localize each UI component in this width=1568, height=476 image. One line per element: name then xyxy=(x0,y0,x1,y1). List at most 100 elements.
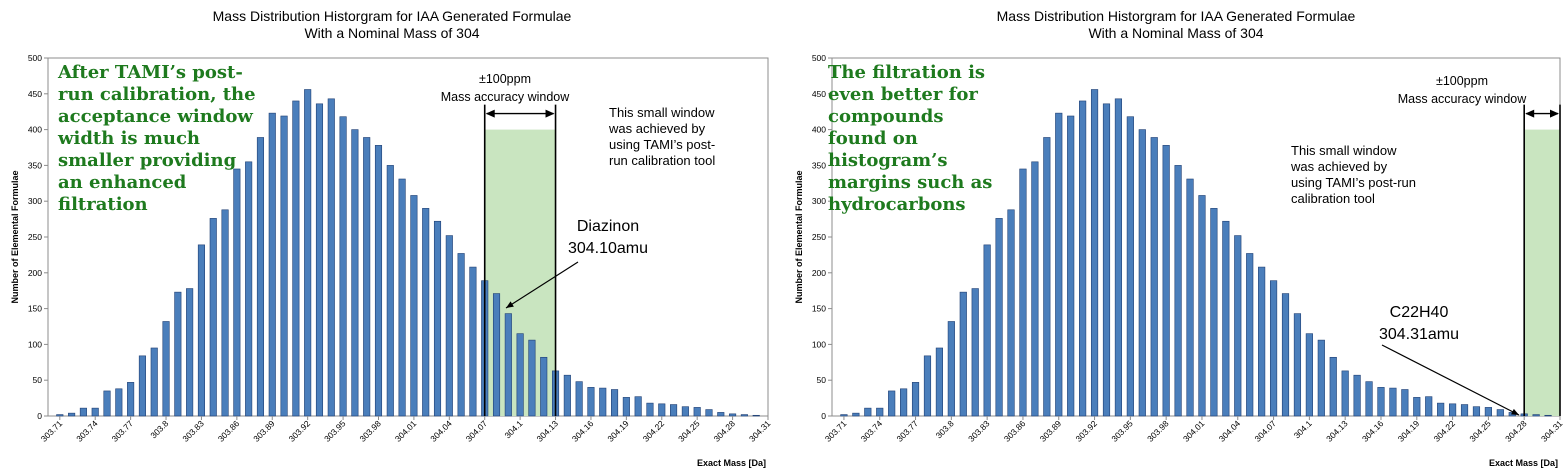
histogram-bar xyxy=(1496,409,1504,417)
histogram-bar xyxy=(1090,89,1099,417)
y-tick-label: 400 xyxy=(812,125,826,135)
window-title-label: Mass accuracy window xyxy=(440,90,570,104)
small-note-line: This small window xyxy=(1291,143,1397,158)
histogram-bar xyxy=(587,387,595,417)
y-tick-label: 200 xyxy=(812,268,826,278)
x-tick-label: 303.8 xyxy=(148,418,170,440)
x-tick-label: 304.07 xyxy=(464,418,490,444)
small-note-line: was achieved by xyxy=(1291,159,1388,174)
compound-mass: 304.31amu xyxy=(1378,326,1460,343)
histogram-bar xyxy=(995,218,1003,417)
y-tick-label: 500 xyxy=(28,53,42,63)
x-tick-label: 304.04 xyxy=(428,418,454,444)
x-tick-label: 303.95 xyxy=(322,418,348,444)
histogram-bar xyxy=(1401,389,1409,417)
y-tick-label: 400 xyxy=(28,125,42,135)
histogram-panel-left: Mass Distribution Historgram for IAA Gen… xyxy=(0,8,784,468)
histogram-bar xyxy=(1484,407,1492,417)
chart-subtitle: With a Nominal Mass of 304 xyxy=(304,25,480,41)
histogram-bar xyxy=(457,253,465,417)
histogram-bar xyxy=(971,288,979,417)
x-tick-label: 304.13 xyxy=(534,418,560,444)
histogram-bar xyxy=(575,381,583,417)
y-tick-label: 100 xyxy=(28,339,42,349)
small-note-line: calibration tool xyxy=(1291,191,1375,206)
histogram-bar xyxy=(469,266,477,417)
y-tick-label: 150 xyxy=(812,304,826,314)
histogram-bar xyxy=(504,313,512,417)
histogram-bar xyxy=(115,388,123,417)
histogram-bar xyxy=(670,404,678,417)
histogram-bar xyxy=(433,220,442,417)
y-tick-label: 100 xyxy=(812,339,826,349)
chart-title: Mass Distribution Historgram for IAA Gen… xyxy=(0,8,784,42)
note-line: filtration xyxy=(58,194,148,215)
y-tick-label: 150 xyxy=(28,304,42,314)
histogram-bar xyxy=(363,137,371,417)
note-line: margins such as xyxy=(828,172,993,193)
histogram-bar xyxy=(900,388,908,417)
histogram-bar xyxy=(79,407,87,417)
histogram-bar xyxy=(1425,396,1433,417)
window-ppm-label: ±100ppm xyxy=(1435,74,1489,88)
histogram-bar xyxy=(410,195,418,417)
arrowhead-left xyxy=(485,109,495,118)
histogram-bar xyxy=(634,396,642,417)
histogram-bar xyxy=(315,103,324,417)
y-tick-label: 450 xyxy=(812,89,826,99)
y-tick-label: 250 xyxy=(812,232,826,242)
x-tick-label: 304.1 xyxy=(1292,418,1314,440)
histogram-bar xyxy=(852,412,860,417)
histogram-bar xyxy=(658,403,666,417)
note-line: even better for xyxy=(828,84,978,105)
histogram-bar xyxy=(740,414,748,417)
histogram-bar xyxy=(1055,112,1063,417)
histogram-bar xyxy=(1150,137,1158,417)
histogram-bar xyxy=(327,98,335,417)
x-tick-label: 303.92 xyxy=(287,418,313,444)
x-tick-label: 303.83 xyxy=(180,418,206,444)
histogram-bar xyxy=(611,389,619,417)
note-line: width is much xyxy=(58,128,201,149)
histogram-bar xyxy=(1079,100,1087,417)
histogram-bar xyxy=(717,412,725,417)
note-line: run calibration, the xyxy=(58,84,256,105)
y-tick-label: 450 xyxy=(28,89,42,99)
histogram-bar xyxy=(646,402,654,417)
histogram-bar xyxy=(56,414,64,417)
x-tick-label: 303.89 xyxy=(1038,418,1064,444)
histogram-bar xyxy=(1329,356,1337,417)
histogram-bar xyxy=(221,209,229,417)
histogram-bar xyxy=(304,89,312,417)
histogram-bar xyxy=(1353,374,1361,417)
histogram-bar xyxy=(91,407,99,417)
note-line: an enhanced xyxy=(58,172,187,193)
histogram-bar xyxy=(256,137,265,417)
x-tick-label: 304.31 xyxy=(1539,418,1565,444)
window-ppm-label: ±100ppm xyxy=(478,72,532,86)
x-tick-label: 304.16 xyxy=(570,418,596,444)
x-tick-label: 303.92 xyxy=(1074,418,1100,444)
x-tick-label: 304.04 xyxy=(1217,418,1243,444)
histogram-bar xyxy=(622,397,630,417)
histogram-bar xyxy=(1281,293,1290,417)
histogram-bar xyxy=(1413,397,1421,417)
arrowhead-right xyxy=(1550,109,1559,118)
x-tick-label: 303.77 xyxy=(110,418,136,444)
x-tick-label: 303.83 xyxy=(966,418,992,444)
histogram-bar xyxy=(1269,280,1278,417)
y-tick-label: 50 xyxy=(33,375,43,385)
histogram-bar xyxy=(351,129,359,417)
histogram-bar xyxy=(693,407,701,417)
histogram-bar xyxy=(245,161,253,417)
histogram-bar xyxy=(209,218,217,417)
histogram-bar xyxy=(445,235,453,417)
note-line: compounds xyxy=(828,106,944,127)
x-tick-label: 304.25 xyxy=(1467,418,1493,444)
y-tick-label: 250 xyxy=(28,232,42,242)
histogram-bar xyxy=(1377,387,1385,417)
histogram-bar xyxy=(1007,209,1015,417)
histogram-bar xyxy=(1532,414,1540,417)
y-axis-label: Number of Elemental Formulae xyxy=(10,170,20,303)
y-axis-label: Number of Elemental Formulae xyxy=(794,170,804,303)
